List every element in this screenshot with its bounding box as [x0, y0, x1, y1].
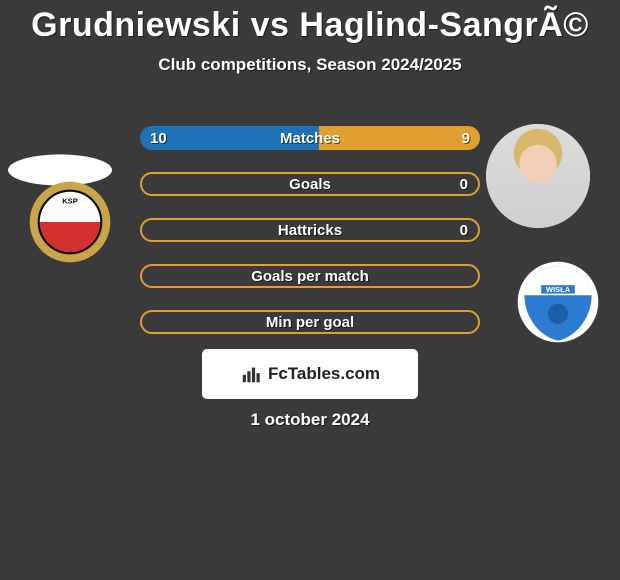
- stat-row: Matches10 9: [140, 126, 480, 150]
- wisla-crest-icon: WISŁA: [516, 260, 600, 344]
- bar-chart-icon: [240, 363, 262, 385]
- stat-value-right: 0: [450, 174, 478, 194]
- stat-row: Goals per match: [140, 264, 480, 288]
- club-right-crest: WISŁA: [516, 260, 600, 344]
- stat-value-left: 10: [140, 126, 177, 150]
- stats-panel: Matches109Goals0Hattricks0Goals per matc…: [140, 126, 480, 356]
- snapshot-date: 1 october 2024: [0, 410, 620, 430]
- badge-brand-text: FcTables.com: [268, 364, 380, 384]
- polonia-crest-icon: KSP: [28, 180, 112, 264]
- source-badge[interactable]: FcTables.com: [202, 349, 418, 399]
- stat-label: Goals per match: [142, 266, 478, 286]
- stat-value-right: 9: [452, 126, 480, 150]
- stat-label: Min per goal: [142, 312, 478, 332]
- stat-label: Goals: [142, 174, 478, 194]
- stat-label: Matches: [140, 126, 480, 150]
- club-left-crest: KSP: [28, 180, 112, 264]
- page-title: Grudniewski vs Haglind-SangrÃ©: [0, 0, 620, 45]
- player-right-avatar: [486, 124, 590, 228]
- stat-value-right: 0: [450, 220, 478, 240]
- stat-row: Hattricks0: [140, 218, 480, 242]
- svg-text:KSP: KSP: [62, 197, 78, 206]
- stat-label: Hattricks: [142, 220, 478, 240]
- subtitle: Club competitions, Season 2024/2025: [0, 55, 620, 75]
- svg-text:WISŁA: WISŁA: [546, 285, 571, 294]
- stat-row: Goals0: [140, 172, 480, 196]
- stat-row: Min per goal: [140, 310, 480, 334]
